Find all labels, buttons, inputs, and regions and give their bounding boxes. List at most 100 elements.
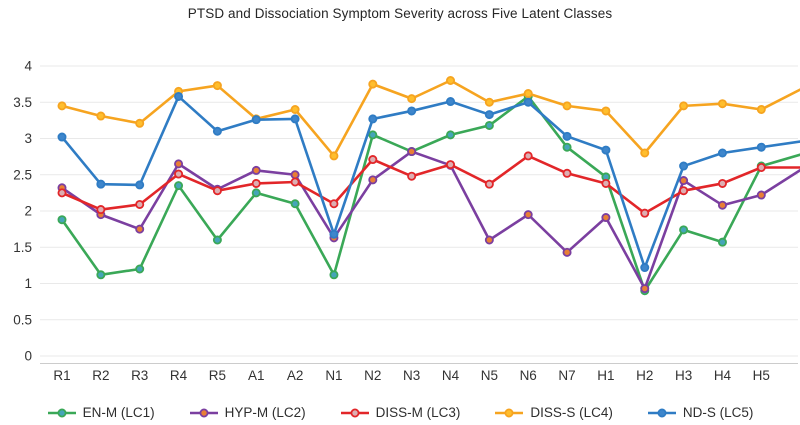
data-point-EN-M (LC1)-H3 <box>679 225 689 235</box>
data-point-ND-S (LC5)-R1 <box>57 132 67 142</box>
data-point-DISS-M (LC3)-H4 <box>717 178 727 188</box>
data-point-HYP-M (LC2)-N5 <box>484 235 494 245</box>
data-point-DISS-M (LC3)-N6 <box>523 151 533 161</box>
data-point-HYP-M (LC2)-H2 <box>640 284 650 294</box>
data-point-DISS-S (LC4)-R1 <box>57 101 67 111</box>
data-point-DISS-M (LC3)-R3 <box>135 199 145 209</box>
data-point-ND-S (LC5)-N4 <box>445 97 455 107</box>
data-point-DISS-S (LC4)-A2 <box>290 105 300 115</box>
data-point-ND-S (LC5)-N7 <box>562 131 572 141</box>
data-point-EN-M (LC1)-R2 <box>96 270 106 280</box>
legend-item-EN-M (LC1): EN-M (LC1) <box>47 405 155 420</box>
legend-item-HYP-M (LC2): HYP-M (LC2) <box>189 405 306 420</box>
data-point-EN-M (LC1)-N2 <box>368 130 378 140</box>
data-point-ND-S (LC5)-N2 <box>368 114 378 124</box>
data-point-DISS-S (LC4)-H1 <box>601 106 611 116</box>
x-axis-tick-label: H5 <box>753 368 770 383</box>
data-point-DISS-M (LC3)-R2 <box>96 205 106 215</box>
y-axis-tick-label: 1 <box>24 276 32 291</box>
y-axis-tick-label: 4 <box>24 59 32 74</box>
data-point-HYP-M (LC2)-N7 <box>562 247 572 257</box>
x-axis-tick-label: R4 <box>170 368 188 383</box>
data-point-DISS-M (LC3)-A2 <box>290 177 300 187</box>
data-point-DISS-M (LC3)-R1 <box>57 188 67 198</box>
data-point-DISS-S (LC4)-R5 <box>212 81 222 91</box>
data-point-EN-M (LC1)-N7 <box>562 142 572 152</box>
data-point-ND-S (LC5)-R5 <box>212 126 222 136</box>
data-point-DISS-S (LC4)-N6 <box>523 89 533 99</box>
data-point-ND-S (LC5)-N6 <box>523 97 533 107</box>
data-point-DISS-M (LC3)-N1 <box>329 199 339 209</box>
y-axis-tick-label: 3.5 <box>13 95 32 110</box>
data-point-ND-S (LC5)-R4 <box>174 91 184 101</box>
data-point-EN-M (LC1)-N4 <box>445 130 455 140</box>
chart-legend: EN-M (LC1) HYP-M (LC2) DISS-M (LC3) DISS-S … <box>0 405 800 420</box>
legend-marker-icon <box>647 408 676 417</box>
data-point-DISS-M (LC3)-H1 <box>601 178 611 188</box>
data-point-HYP-M (LC2)-H3 <box>679 176 689 186</box>
x-axis-tick-label: N3 <box>403 368 420 383</box>
series-line-EN-M (LC1) <box>60 95 800 293</box>
legend-item-DISS-S (LC4): DISS-S (LC4) <box>494 405 613 420</box>
x-axis-tick-label: R2 <box>92 368 109 383</box>
data-point-EN-M (LC1)-R3 <box>135 264 145 274</box>
legend-label: DISS-S (LC4) <box>530 405 613 420</box>
data-point-EN-M (LC1)-N5 <box>484 120 494 130</box>
legend-label: ND-S (LC5) <box>682 405 754 420</box>
data-point-DISS-S (LC4)-N5 <box>484 97 494 107</box>
data-point-DISS-M (LC3)-N4 <box>445 160 455 170</box>
data-point-EN-M (LC1)-A2 <box>290 199 300 209</box>
y-axis-tick-label: 2 <box>24 204 32 219</box>
y-axis-tick-label: 0.5 <box>13 312 32 327</box>
data-point-DISS-S (LC4)-H5 <box>756 105 766 115</box>
data-point-HYP-M (LC2)-N2 <box>368 175 378 185</box>
data-point-DISS-M (LC3)-H5 <box>756 162 766 172</box>
legend-marker-icon <box>495 408 524 417</box>
data-point-EN-M (LC1)-A1 <box>251 188 261 198</box>
data-point-DISS-M (LC3)-R5 <box>212 186 222 196</box>
data-point-HYP-M (LC2)-H4 <box>717 200 727 210</box>
legend-label: DISS-M (LC3) <box>375 405 461 420</box>
x-axis-tick-label: R3 <box>131 368 148 383</box>
data-point-ND-S (LC5)-N1 <box>329 229 339 239</box>
x-axis-tick-label: R1 <box>53 368 70 383</box>
legend-marker-icon <box>340 408 369 417</box>
data-point-EN-M (LC1)-R1 <box>57 215 67 225</box>
y-axis-tick-label: 1.5 <box>13 240 32 255</box>
series-line-DISS-M (LC3) <box>60 154 800 215</box>
data-point-HYP-M (LC2)-R4 <box>174 159 184 169</box>
data-point-ND-S (LC5)-H2 <box>640 263 650 273</box>
legend-label: EN-M (LC1) <box>82 405 155 420</box>
data-point-ND-S (LC5)-H3 <box>679 161 689 171</box>
x-axis-tick-label: H1 <box>597 368 614 383</box>
data-point-DISS-S (LC4)-N2 <box>368 79 378 89</box>
legend-marker-icon <box>189 408 218 417</box>
data-point-EN-M (LC1)-R4 <box>174 181 184 191</box>
data-point-DISS-S (LC4)-N4 <box>445 76 455 86</box>
data-point-DISS-M (LC3)-N5 <box>484 179 494 189</box>
data-point-ND-S (LC5)-A2 <box>290 114 300 124</box>
x-axis-tick-label: H2 <box>636 368 653 383</box>
y-axis-tick-label: 3 <box>24 131 32 146</box>
data-point-DISS-S (LC4)-R2 <box>96 111 106 121</box>
y-axis-tick-label: 2.5 <box>13 167 32 182</box>
data-point-ND-S (LC5)-A1 <box>251 115 261 125</box>
data-point-DISS-M (LC3)-H3 <box>679 186 689 196</box>
x-axis-tick-label: N5 <box>481 368 498 383</box>
x-axis-tick-label: A1 <box>248 368 265 383</box>
data-point-ND-S (LC5)-R3 <box>135 180 145 190</box>
data-point-HYP-M (LC2)-N3 <box>407 147 417 157</box>
data-point-EN-M (LC1)-H4 <box>717 237 727 247</box>
data-point-HYP-M (LC2)-H1 <box>601 213 611 223</box>
x-axis-tick-label: N7 <box>558 368 575 383</box>
data-point-DISS-M (LC3)-N2 <box>368 155 378 165</box>
chart-title: PTSD and Dissociation Symptom Severity a… <box>187 6 613 21</box>
data-point-DISS-M (LC3)-H2 <box>640 208 650 218</box>
x-axis-tick-label: N6 <box>520 368 537 383</box>
series-line-ND-S (LC5) <box>60 95 800 269</box>
data-point-ND-S (LC5)-R2 <box>96 179 106 189</box>
data-point-DISS-M (LC3)-N7 <box>562 168 572 178</box>
data-point-DISS-S (LC4)-N1 <box>329 151 339 161</box>
series-line-DISS-S (LC4) <box>60 79 800 158</box>
